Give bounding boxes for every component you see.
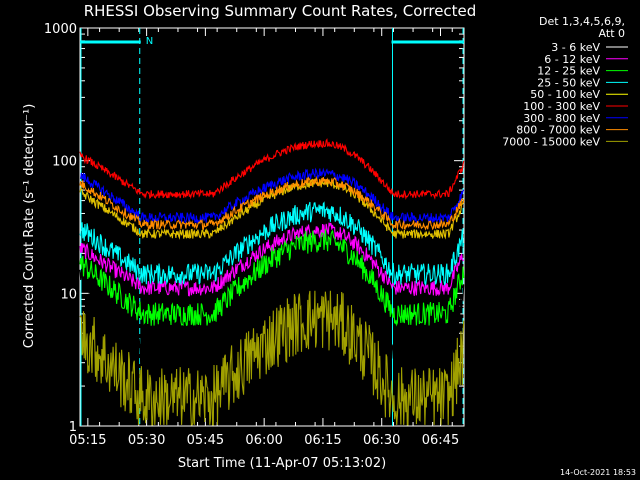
series-line bbox=[79, 240, 465, 367]
x-axis-label: Start Time (11-Apr-07 05:13:02) bbox=[178, 456, 386, 471]
x-tick-label: 06:15 bbox=[304, 433, 341, 448]
chart-title: RHESSI Observing Summary Count Rates, Co… bbox=[84, 2, 477, 20]
legend-label: 3 - 6 keV bbox=[551, 41, 600, 54]
y-tick-label: 1000 bbox=[44, 22, 77, 37]
legend-label: 50 - 100 keV bbox=[530, 88, 600, 101]
series-line bbox=[79, 290, 465, 426]
x-tick-label: 05:30 bbox=[128, 433, 165, 448]
x-tick-label: 06:00 bbox=[245, 433, 282, 448]
legend-header: Att 0 bbox=[599, 27, 625, 40]
series-line bbox=[79, 201, 465, 287]
series-line bbox=[79, 175, 465, 231]
axis-ticks: 1 10 100 1000 05:15 05:30 05:45 06:00 06:15 06:30… bbox=[44, 22, 464, 448]
plot-frame bbox=[79, 27, 465, 427]
x-tick-label: 06:30 bbox=[363, 433, 400, 448]
legend-header: Det 1,3,4,5,6,9, bbox=[539, 15, 625, 28]
x-tick-label: 05:15 bbox=[69, 433, 106, 448]
legend-label: 12 - 25 keV bbox=[537, 65, 600, 78]
series-line bbox=[79, 222, 465, 297]
legend-label: 6 - 12 keV bbox=[544, 53, 600, 66]
legend-label: 300 - 800 keV bbox=[523, 112, 600, 125]
legend-label: 100 - 300 keV bbox=[523, 100, 600, 113]
series-curves bbox=[79, 138, 465, 426]
legend-label: 7000 - 15000 keV bbox=[502, 135, 600, 148]
y-tick-label: 1 bbox=[69, 420, 77, 435]
legend-label: 25 - 50 keV bbox=[537, 76, 600, 89]
legend-label: 800 - 7000 keV bbox=[516, 124, 600, 137]
night-marker: N bbox=[146, 36, 153, 47]
y-tick-label: 10 bbox=[60, 287, 77, 302]
x-tick-label: 06:45 bbox=[422, 433, 459, 448]
y-tick-label: 100 bbox=[52, 155, 77, 170]
series-line bbox=[79, 138, 465, 200]
footer-date: 14-Oct-2021 18:53 bbox=[560, 468, 636, 477]
y-axis-label: Corrected Count Rate (s⁻¹ detector⁻¹) bbox=[22, 104, 37, 349]
series-line bbox=[79, 229, 465, 327]
x-tick-label: 05:45 bbox=[187, 433, 224, 448]
